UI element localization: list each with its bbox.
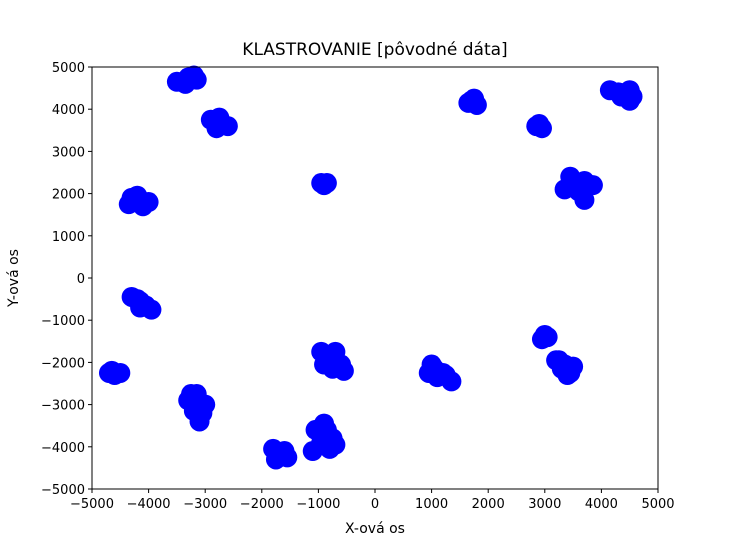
data-point	[461, 90, 482, 111]
data-point	[314, 354, 335, 375]
x-tick-label: −5000	[70, 497, 114, 512]
y-tick-label: −3000	[41, 399, 85, 414]
y-tick-label: 1000	[52, 230, 85, 245]
x-tick-label: −1000	[296, 497, 340, 512]
data-point	[319, 438, 340, 459]
x-axis-label: X-ová os	[345, 521, 405, 537]
y-tick-label: 5000	[52, 61, 85, 76]
data-point	[333, 360, 354, 381]
x-tick-label: −2000	[240, 497, 284, 512]
data-point	[432, 362, 453, 383]
data-point	[619, 80, 640, 101]
data-point	[274, 441, 295, 462]
x-axis-ticks: −5000 −4000 −3000 −2000 −1000 0 1000 2000 3000 40…	[70, 489, 675, 512]
data-point	[314, 413, 335, 434]
plot-frame	[91, 66, 659, 490]
x-tick-label: 3000	[528, 497, 561, 512]
y-axis-label: Y-ová os	[6, 249, 22, 308]
data-point	[548, 350, 569, 371]
x-tick-label: −3000	[183, 497, 227, 512]
points-layer	[98, 65, 643, 470]
data-point	[127, 289, 148, 310]
chart-title: KLASTROVANIE [pôvodné dáta]	[242, 40, 507, 60]
data-point	[212, 113, 233, 134]
y-tick-label: 0	[77, 272, 85, 287]
data-point	[192, 403, 213, 424]
y-tick-label: −4000	[41, 441, 85, 456]
data-point	[181, 384, 202, 405]
x-tick-label: 1000	[415, 497, 448, 512]
y-tick-label: −2000	[41, 356, 85, 371]
data-point	[560, 166, 581, 187]
y-tick-label: −1000	[41, 314, 85, 329]
data-point	[314, 175, 335, 196]
data-point	[101, 360, 122, 381]
data-point	[582, 175, 603, 196]
x-tick-label: 0	[371, 497, 379, 512]
y-tick-label: 4000	[52, 103, 85, 118]
x-tick-label: 2000	[472, 497, 505, 512]
data-point	[557, 365, 578, 386]
data-point	[574, 189, 595, 210]
data-point	[183, 65, 204, 86]
data-point	[127, 185, 148, 206]
y-tick-label: 3000	[52, 145, 85, 160]
y-axis-ticks: −5000 −4000 −3000 −2000 −1000 0 1000 2000 3000 40…	[41, 61, 92, 498]
y-tick-label: −5000	[41, 483, 85, 498]
x-tick-label: 4000	[585, 497, 618, 512]
y-tick-label: 2000	[52, 188, 85, 203]
x-tick-label: −4000	[127, 497, 171, 512]
data-point	[529, 113, 550, 134]
data-point	[537, 327, 558, 348]
x-tick-label: 5000	[641, 497, 674, 512]
